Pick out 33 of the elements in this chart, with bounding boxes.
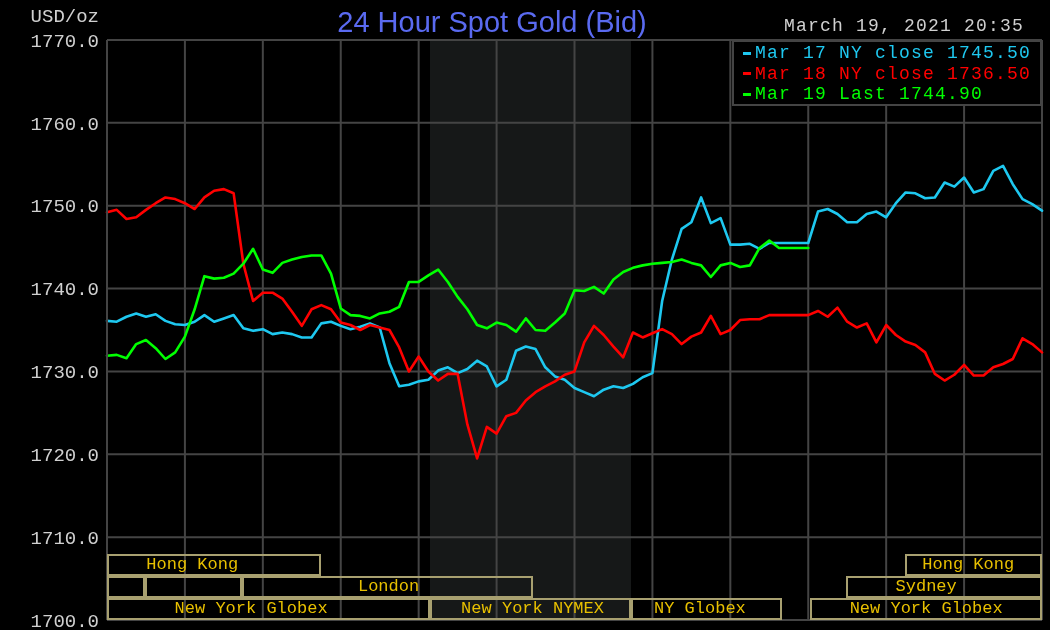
line-series <box>105 164 1044 398</box>
line-series <box>105 239 810 361</box>
outlined-box: London <box>241 576 534 598</box>
annotation: London <box>357 577 420 596</box>
y-axis-title: USD/oz <box>29 6 99 28</box>
outlined-box: New York NYMEX <box>429 598 631 620</box>
annotation: NY Globex <box>653 599 746 618</box>
outlined-box: NY Globex <box>630 598 783 620</box>
legend-label: Mar 18 NY close 1736.50 <box>755 63 1032 84</box>
annotation: Hong Kong <box>922 555 1015 574</box>
chart-subtitle: March 19, 2021 20:35 <box>783 16 1024 36</box>
outlined-box: Hong Kong <box>904 554 1042 576</box>
outlined-box: New York Globex <box>810 598 1042 620</box>
annotation: Hong Kong <box>146 555 239 574</box>
y-tick-label: 1740.0 <box>30 279 99 302</box>
legend-label: Mar 19 Last 1744.90 <box>755 84 984 105</box>
y-tick-label: 1720.0 <box>30 445 99 468</box>
chart-title: 24 Hour Spot Gold (Bid) <box>336 6 648 38</box>
line-series <box>105 187 1044 460</box>
outlined-box: Sydney <box>845 576 1042 598</box>
y-tick-label: 1750.0 <box>30 196 99 219</box>
outlined-box: Hong Kong <box>107 554 322 576</box>
annotation: New York Globex <box>849 599 1003 618</box>
y-tick-label: 1710.0 <box>30 527 99 550</box>
y-tick-label: 1760.0 <box>30 113 99 136</box>
y-tick-label: 1700.0 <box>30 610 99 630</box>
annotation: Sydney <box>895 577 957 596</box>
y-tick-label: 1770.0 <box>30 30 99 53</box>
outlined-box: New York Globex <box>107 598 430 620</box>
y-tick-label: 1730.0 <box>30 362 99 385</box>
legend-label: Mar 17 NY close 1745.50 <box>755 43 1032 64</box>
annotation: New York Globex <box>174 599 328 618</box>
annotation: New York NYMEX <box>461 599 604 618</box>
